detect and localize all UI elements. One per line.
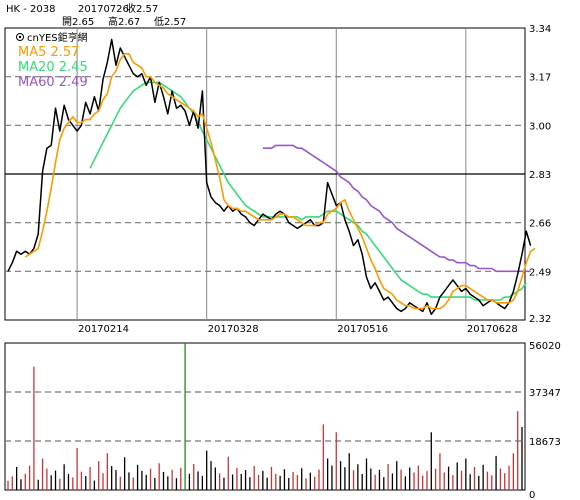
source-label: cnYES鉅亨網 bbox=[27, 31, 88, 44]
volume-tick-label: 56020 bbox=[529, 341, 561, 352]
y-tick-label: 3.17 bbox=[529, 73, 551, 84]
volume-bars bbox=[7, 343, 523, 490]
stock-code: HK - 2038 bbox=[6, 4, 56, 15]
volume-panel bbox=[4, 342, 526, 491]
volume-gridlines bbox=[5, 391, 525, 442]
y-tick-label: 3.00 bbox=[529, 121, 551, 132]
x-tick-label: 20170214 bbox=[78, 324, 129, 335]
y-tick-label: 2.83 bbox=[529, 170, 551, 181]
ma5-line bbox=[24, 53, 536, 310]
high-price: 高2.67 bbox=[108, 15, 140, 28]
y-tick-label: 3.34 bbox=[529, 24, 551, 35]
y-tick-label: 2.49 bbox=[529, 267, 551, 278]
price-y-axis: 3.34 3.17 3.00 2.83 2.66 2.49 2.32 bbox=[529, 24, 551, 325]
ma60-line bbox=[262, 144, 531, 273]
price-gridlines bbox=[5, 28, 525, 320]
source-logo bbox=[16, 33, 24, 41]
volume-tick-label: 37347 bbox=[529, 388, 561, 399]
open-price: 開2.65 bbox=[62, 16, 94, 28]
volume-y-axis: 56020 37347 18673 0 bbox=[529, 341, 561, 500]
stock-date: 20170726 bbox=[78, 4, 129, 15]
x-tick-label: 20170328 bbox=[208, 324, 259, 335]
volume-tick-label: 18673 bbox=[529, 437, 561, 448]
price-series bbox=[7, 38, 536, 316]
y-tick-label: 2.32 bbox=[529, 314, 551, 325]
price-line bbox=[7, 38, 532, 316]
volume-tick-label: 0 bbox=[529, 490, 535, 500]
legend-ma60: MA60 2.49 bbox=[18, 75, 88, 90]
ma20-line bbox=[89, 81, 527, 301]
close-price: 收2.57 bbox=[126, 2, 158, 15]
x-tick-label: 20170516 bbox=[337, 324, 388, 335]
price-x-axis: 20170214 20170328 20170516 20170628 bbox=[78, 324, 518, 335]
x-tick-label: 20170628 bbox=[467, 324, 518, 335]
legend-ma20: MA20 2.45 bbox=[18, 60, 88, 75]
legend-ma5: MA5 2.57 bbox=[18, 45, 79, 60]
low-price: 低2.57 bbox=[154, 15, 186, 28]
y-tick-label: 2.66 bbox=[529, 219, 551, 230]
